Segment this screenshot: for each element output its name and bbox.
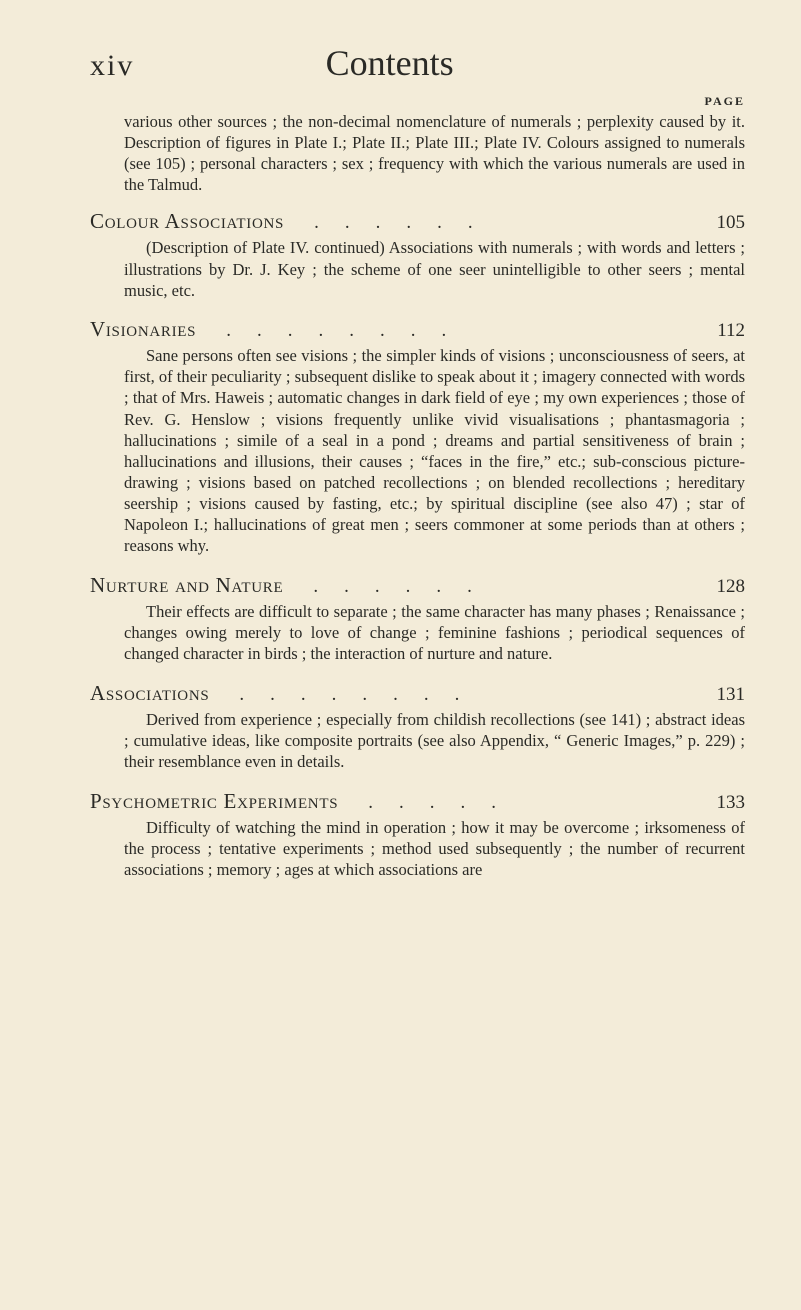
contents-entry: Psychometric Experiments ..... 133 Diffi… bbox=[90, 789, 745, 880]
entry-head: Visionaries ........ 112 bbox=[90, 317, 745, 342]
page-title: Contents bbox=[74, 42, 705, 84]
leader-dots: ...... bbox=[284, 212, 695, 234]
entry-description: (Description of Plate IV. continued) Ass… bbox=[90, 237, 745, 300]
entry-page-number: 133 bbox=[695, 792, 745, 814]
entry-page-number: 131 bbox=[695, 684, 745, 706]
leader-dots: ..... bbox=[338, 792, 695, 814]
page-container: xiv Contents PAGE various other sources … bbox=[0, 0, 801, 1310]
continuation-paragraph: various other sources ; the non-decimal … bbox=[90, 111, 745, 195]
entry-title: Associations bbox=[90, 681, 209, 706]
entry-head: Associations ........ 131 bbox=[90, 681, 745, 706]
header-row: xiv Contents bbox=[90, 42, 745, 84]
entry-description: Sane persons often see visions ; the sim… bbox=[90, 345, 745, 556]
leader-dots: ...... bbox=[283, 576, 695, 598]
entry-page-number: 105 bbox=[695, 212, 745, 234]
contents-entry: Associations ........ 131 Derived from e… bbox=[90, 681, 745, 772]
entry-title: Colour Associations bbox=[90, 209, 284, 234]
entry-title: Visionaries bbox=[90, 317, 196, 342]
entry-head: Colour Associations ...... 105 bbox=[90, 209, 745, 234]
leader-dots: ........ bbox=[196, 320, 695, 342]
entry-head: Psychometric Experiments ..... 133 bbox=[90, 789, 745, 814]
entry-description: Derived from experience ; especially fro… bbox=[90, 709, 745, 772]
contents-entry: Visionaries ........ 112 Sane persons of… bbox=[90, 317, 745, 556]
entry-title: Psychometric Experiments bbox=[90, 789, 338, 814]
leader-dots: ........ bbox=[209, 684, 695, 706]
entry-description: Their effects are difficult to separate … bbox=[90, 601, 745, 664]
contents-entry: Colour Associations ...... 105 (Descript… bbox=[90, 209, 745, 300]
entry-page-number: 112 bbox=[695, 320, 745, 342]
entry-page-number: 128 bbox=[695, 576, 745, 598]
entry-description: Difficulty of watching the mind in opera… bbox=[90, 817, 745, 880]
contents-entry: Nurture and Nature ...... 128 Their effe… bbox=[90, 573, 745, 664]
entry-title: Nurture and Nature bbox=[90, 573, 283, 598]
page-column-label: PAGE bbox=[90, 94, 745, 109]
entry-head: Nurture and Nature ...... 128 bbox=[90, 573, 745, 598]
